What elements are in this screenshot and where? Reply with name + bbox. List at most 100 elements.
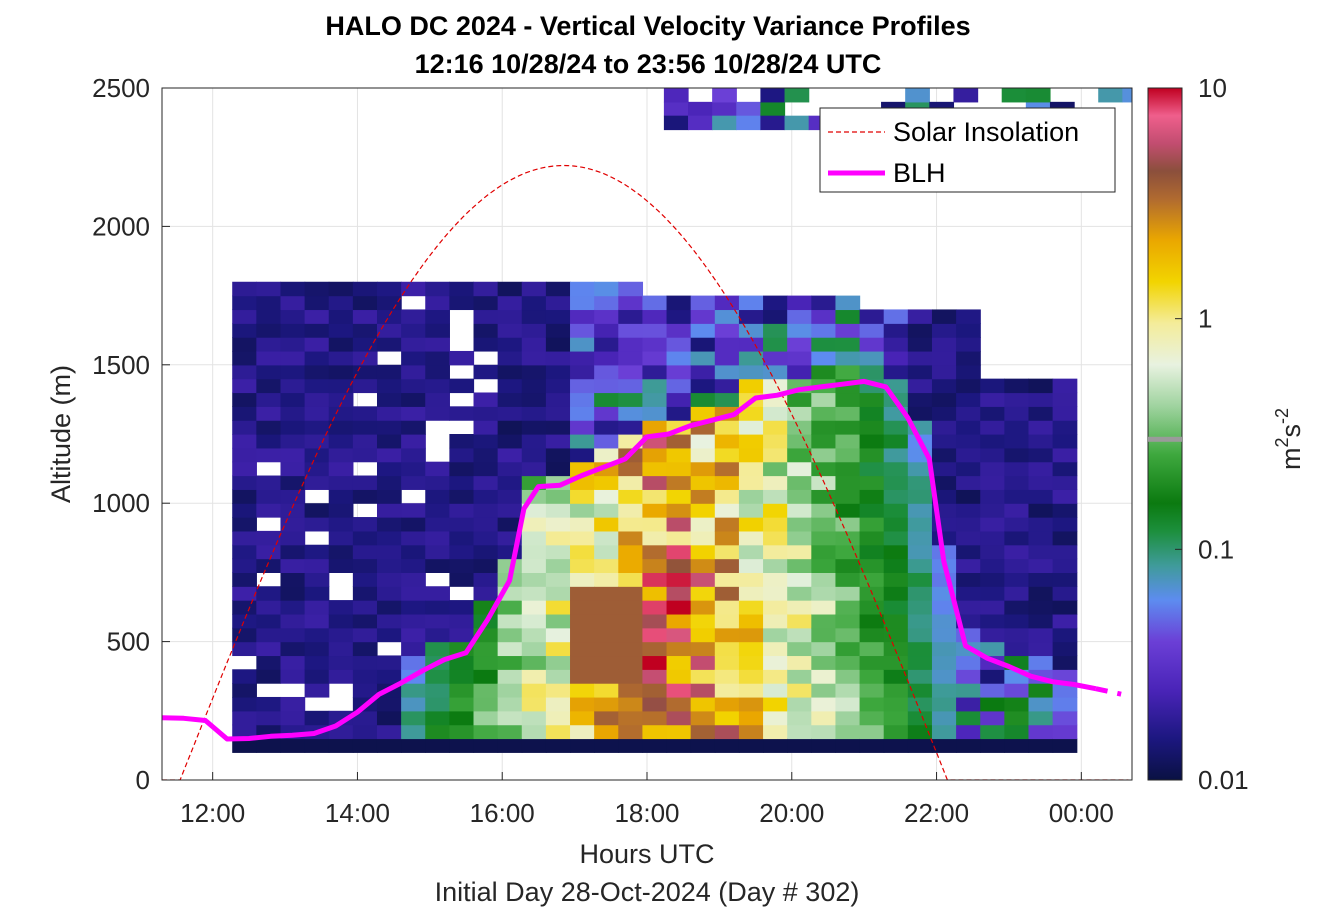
heatmap-cell — [835, 420, 861, 435]
heatmap-cell — [738, 724, 764, 740]
heatmap-cell — [835, 572, 861, 587]
heatmap-cell — [1052, 406, 1078, 421]
heatmap-cell — [232, 475, 257, 490]
heatmap-cell — [714, 337, 740, 352]
heatmap-cell — [787, 669, 812, 684]
heatmap-cell — [304, 627, 330, 643]
heatmap-cell — [883, 669, 909, 684]
heatmap-cell — [1052, 558, 1078, 573]
heatmap-cell — [811, 461, 837, 477]
heatmap-cell — [907, 503, 933, 518]
heatmap-cell — [328, 669, 354, 684]
heatmap-cell — [304, 392, 330, 407]
heatmap-cell — [352, 641, 378, 657]
heatmap-cell — [618, 655, 644, 670]
heatmap-cell — [618, 364, 644, 380]
heatmap-cell — [931, 309, 957, 324]
heatmap-cell — [712, 101, 737, 117]
heatmap-cell — [738, 683, 764, 698]
heatmap-cell — [594, 350, 619, 366]
heatmap-cell — [642, 517, 668, 532]
heatmap-cell — [1004, 530, 1030, 546]
heatmap-cell — [594, 420, 619, 435]
heatmap-cell — [618, 696, 644, 712]
heatmap-cell — [835, 517, 861, 532]
heatmap-cell — [425, 669, 450, 684]
heatmap-cell — [521, 350, 547, 366]
heatmap-cell — [280, 600, 306, 615]
heatmap-cell — [883, 696, 909, 712]
heatmap-cell — [714, 572, 740, 587]
heatmap-cell — [232, 600, 257, 615]
heatmap-cell — [473, 683, 499, 698]
heatmap-cell — [1028, 544, 1054, 560]
heatmap-cell — [859, 710, 885, 726]
heatmap-cell — [787, 558, 812, 573]
heatmap-cell — [907, 558, 933, 573]
heatmap-cell — [497, 461, 523, 477]
heatmap-cell — [1004, 558, 1030, 573]
heatmap-cell — [352, 530, 378, 546]
heatmap-cell — [1028, 447, 1054, 463]
heatmap-cell — [980, 738, 1005, 753]
heatmap-cell — [1028, 627, 1054, 643]
legend-blh-label: BLH — [893, 158, 946, 188]
heatmap-cell — [594, 489, 619, 504]
heatmap-cell — [376, 337, 402, 352]
chart-title: HALO DC 2024 - Vertical Velocity Varianc… — [325, 11, 970, 41]
heatmap-cell — [545, 420, 571, 435]
heatmap-cell — [401, 641, 426, 657]
heatmap-cell — [980, 710, 1005, 726]
heatmap-cell — [352, 517, 378, 532]
heatmap-cell — [714, 434, 740, 449]
heatmap-cell — [980, 627, 1005, 643]
heatmap-cell — [835, 530, 861, 546]
heatmap-cell — [738, 323, 764, 338]
heatmap-cell — [376, 738, 402, 753]
heatmap-cell — [738, 544, 764, 560]
heatmap-cell — [763, 627, 788, 643]
heatmap-cell — [811, 572, 837, 587]
heatmap-cell — [931, 323, 957, 338]
heatmap-cell — [401, 600, 426, 615]
heatmap-cell — [304, 323, 330, 338]
heatmap-cell — [545, 710, 571, 726]
heatmap-cell — [425, 489, 450, 504]
heatmap-cell — [714, 447, 740, 463]
heatmap-cell — [473, 503, 499, 518]
heatmap-cell — [666, 558, 692, 573]
heatmap-cell — [642, 309, 668, 324]
heatmap-cell — [256, 350, 282, 366]
heatmap-cell — [738, 558, 764, 573]
heatmap-cell — [859, 738, 885, 753]
heatmap-cell — [980, 392, 1005, 407]
colorbar-tick-label: 10 — [1198, 73, 1227, 103]
heatmap-cell — [642, 558, 668, 573]
heatmap-cell — [763, 586, 788, 601]
heatmap-cell — [642, 600, 668, 615]
heatmap-cell — [473, 461, 499, 477]
heatmap-cell — [931, 530, 957, 546]
heatmap-cell — [280, 669, 306, 684]
heatmap-cell — [256, 281, 282, 297]
heatmap-cell — [714, 641, 740, 657]
heatmap-cell — [642, 364, 668, 380]
heatmap-cell — [859, 503, 885, 518]
heatmap-cell — [787, 738, 812, 753]
heatmap-cell — [835, 627, 861, 643]
heatmap-cell — [859, 392, 885, 407]
heatmap-cell — [449, 572, 475, 587]
heatmap-cell — [931, 475, 957, 490]
heatmap-cell — [256, 586, 282, 601]
heatmap-cell — [763, 572, 788, 587]
heatmap-cell — [425, 696, 450, 712]
heatmap-cell — [473, 489, 499, 504]
heatmap-cell — [883, 350, 909, 366]
heatmap-cell — [1004, 613, 1030, 629]
heatmap-cell — [497, 309, 523, 324]
heatmap-cell — [690, 627, 716, 643]
heatmap-cell — [907, 724, 933, 740]
heatmap-cell — [787, 627, 812, 643]
heatmap-cell — [956, 378, 981, 394]
heatmap-cell — [787, 586, 812, 601]
